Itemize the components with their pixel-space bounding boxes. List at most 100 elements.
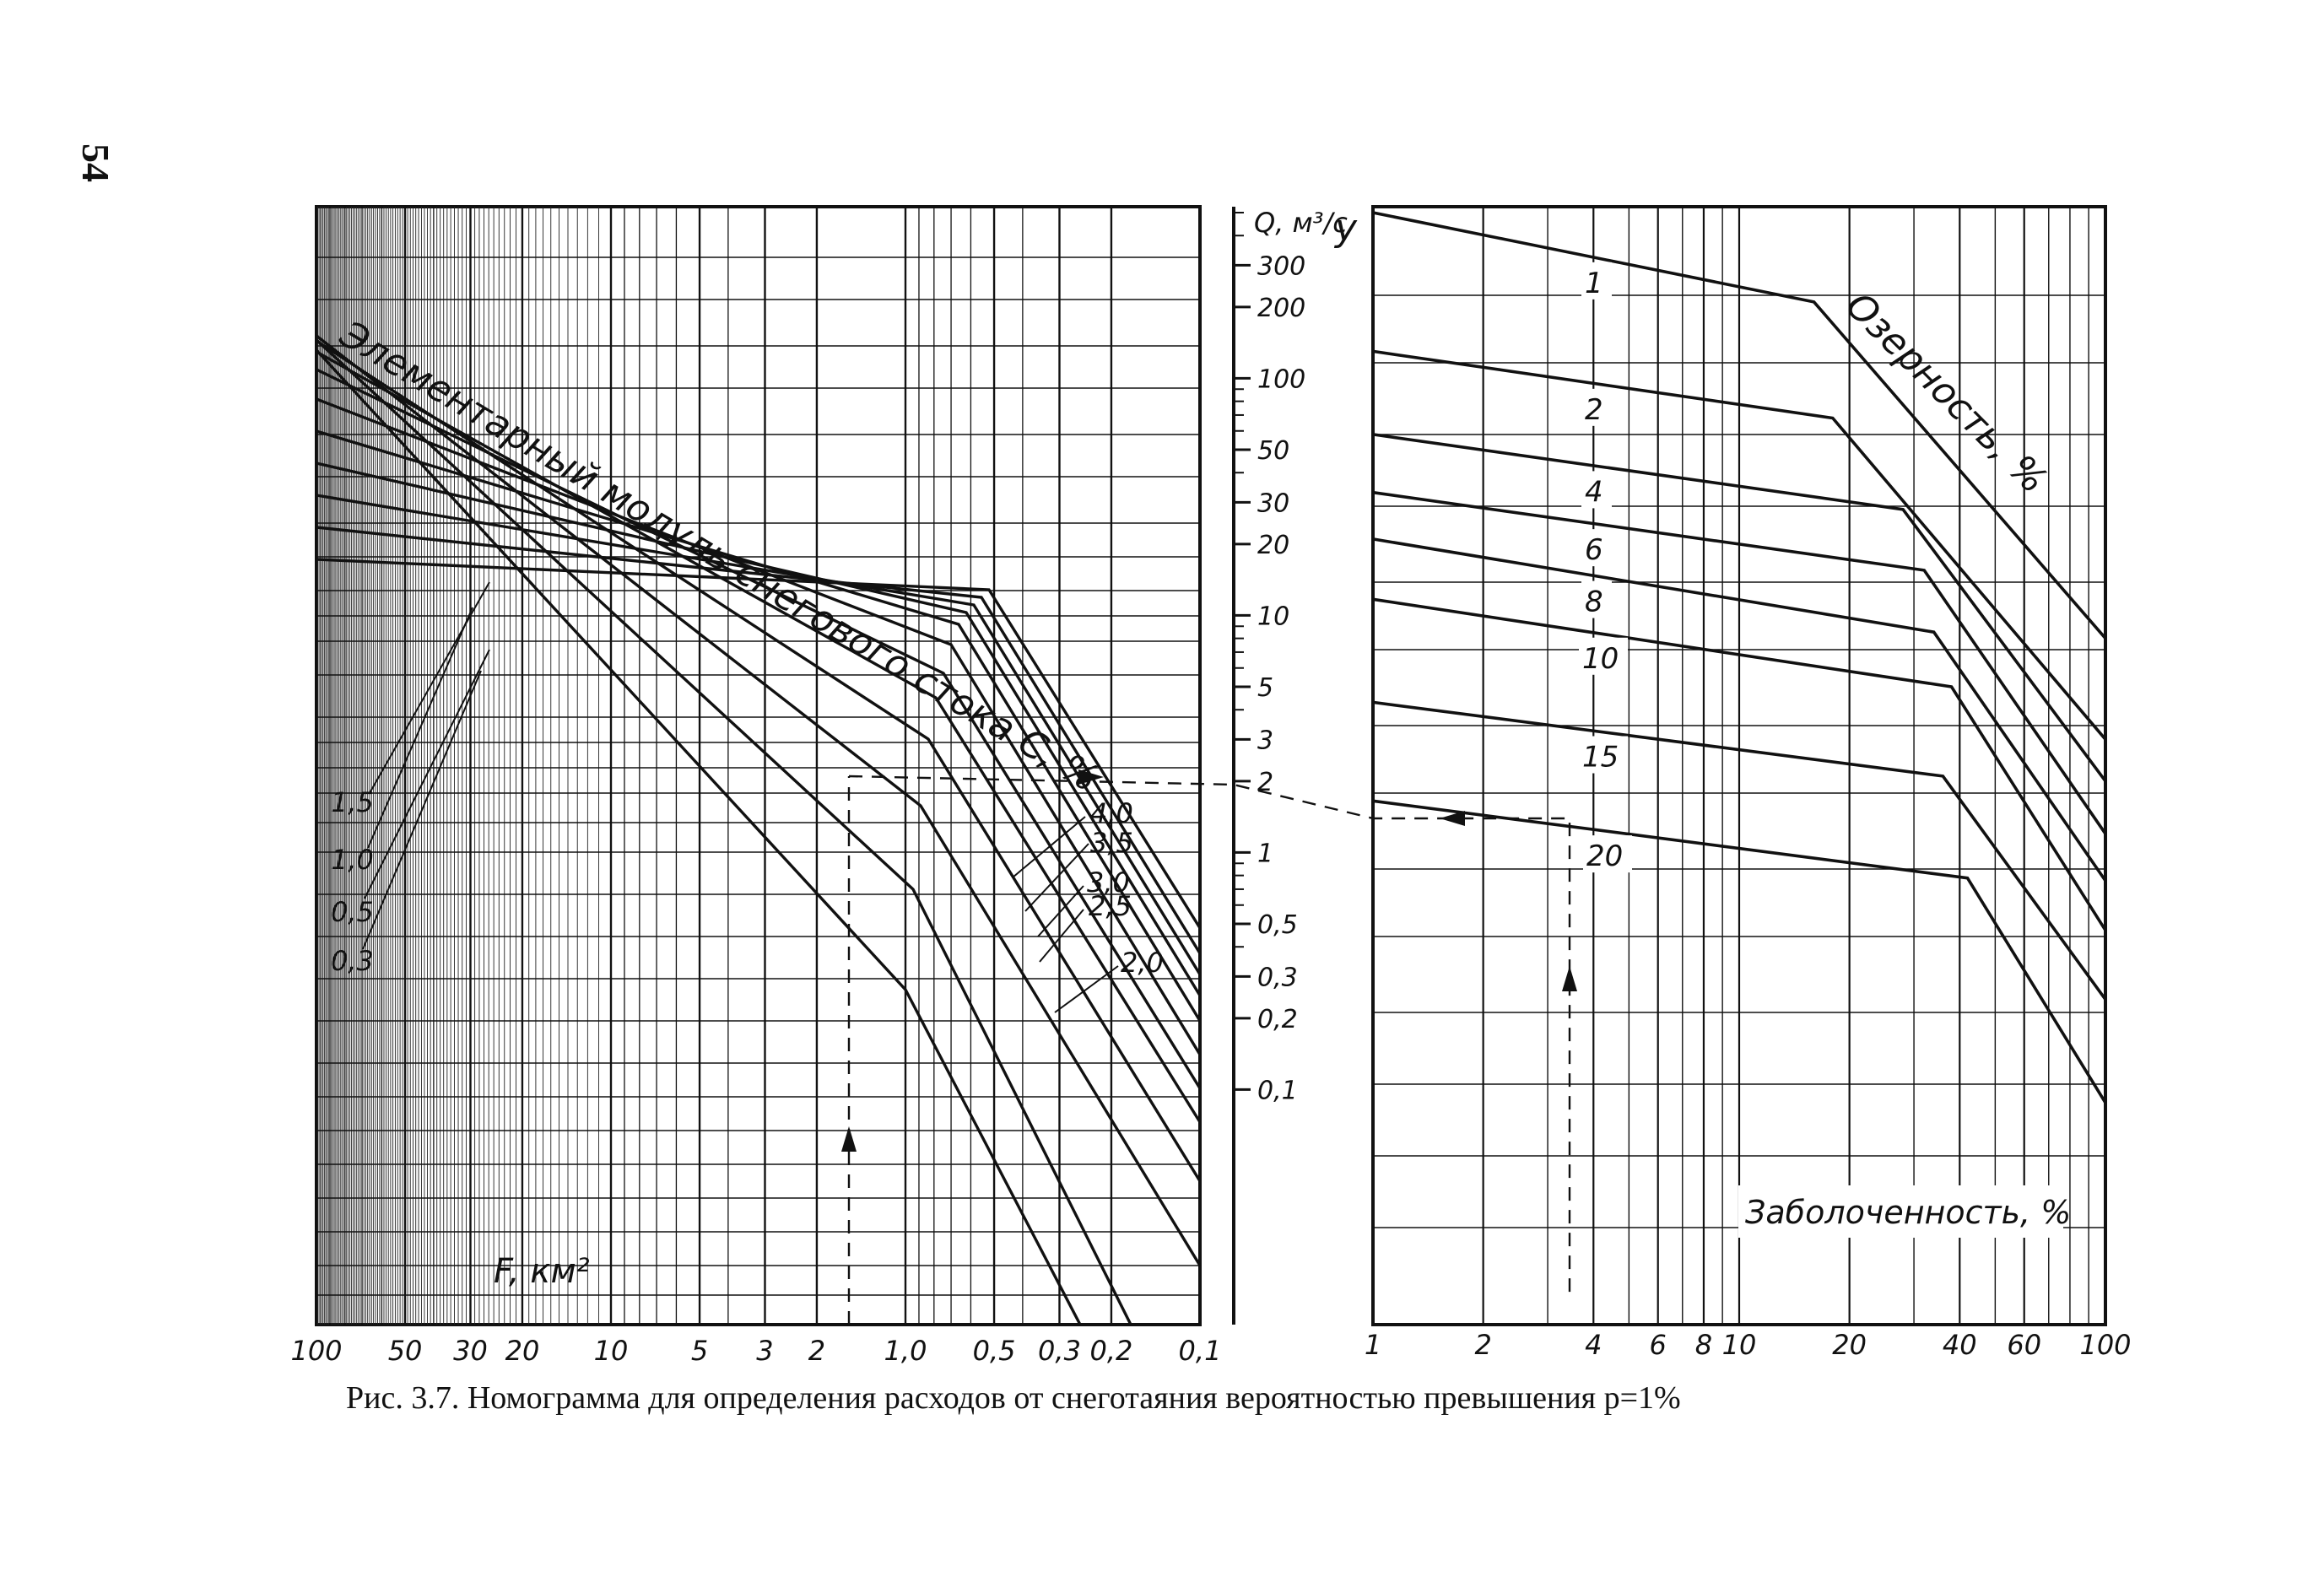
q-axis-tick-label: 300: [1257, 251, 1305, 281]
x-tick-label-swampiness: 20: [1832, 1329, 1867, 1361]
lake-curve: [1372, 799, 2107, 1104]
label-leader-line: [362, 670, 482, 950]
x-axis-label-swampiness: Заболоченность, %: [1745, 1194, 2071, 1231]
modulus-curve: [316, 462, 1202, 996]
x-tick-label-area: 0,3: [1038, 1335, 1081, 1367]
q-axis-tick-label: 3: [1257, 726, 1273, 755]
lake-series-label-background: [1581, 262, 1612, 300]
modulus-curve: [315, 338, 1132, 1325]
x-axis-label-area: F, км²: [494, 1252, 590, 1291]
label-leader-line: [364, 649, 490, 899]
modulus-series-label: 0,3: [331, 945, 374, 977]
q-axis-tick-label: 50: [1257, 436, 1289, 466]
example-dashed-path: [841, 769, 1577, 1325]
lake-series-label-background: [1583, 835, 1632, 873]
modulus-series-label: 2,5: [1089, 890, 1132, 922]
x-tick-label-area: 5: [691, 1335, 708, 1367]
modulus-curve: [316, 350, 1202, 1123]
lake-curve: [1372, 433, 2107, 782]
lake-series-label: 15: [1582, 741, 1619, 775]
x-tick-label-area: 20: [505, 1335, 540, 1367]
lake-series-label: 1: [1585, 267, 1603, 300]
discharge-axis: 300 200 100 50 30 20 10 5 3 2 1 0,5 0,3 0,2 0,1 Q, м³/с…: [1232, 207, 1358, 1325]
lake-series-label: 20: [1586, 839, 1623, 873]
lake-series-label: 8: [1585, 586, 1603, 619]
arrow-up-icon: [1562, 966, 1577, 991]
x-tick-label-swampiness: 6: [1650, 1329, 1667, 1361]
label-leader-line: [1054, 965, 1119, 1013]
lake-curve: [1372, 537, 2107, 882]
x-tick-label-swampiness: 40: [1943, 1329, 1977, 1361]
q-axis-tick-label: 20: [1257, 531, 1289, 560]
x-tick-label-area: 3: [756, 1335, 773, 1367]
lake-series-label-background: [1579, 736, 1628, 774]
lake-curve: [1372, 700, 2107, 1001]
x-tick-label-area: 2: [808, 1335, 825, 1367]
label-leader-line: [1024, 843, 1089, 912]
example-dashed-connector: [848, 775, 1571, 1299]
lake-curve: [1372, 597, 2107, 931]
x-tick-label-swampiness: 1: [1365, 1329, 1381, 1361]
lake-series-label: 2: [1585, 393, 1603, 427]
lake-series-label-background: [1581, 471, 1612, 509]
lake-series-label-background: [1581, 388, 1612, 426]
q-axis-tick-label: 0,3: [1257, 963, 1298, 992]
modulus-series-label: 3,0: [1087, 866, 1130, 899]
q-axis-title: Q, м³/с: [1254, 207, 1348, 239]
x-tick-label-area: 0,5: [973, 1335, 1016, 1367]
x-tick-label-area: 50: [388, 1335, 423, 1367]
q-axis-tick-label: 0,2: [1257, 1005, 1298, 1034]
x-tick-label-area: 30: [453, 1335, 488, 1367]
q-axis-tick-label: 0,5: [1257, 910, 1298, 940]
modulus-series-label: 1,0: [331, 844, 374, 876]
lake-curve: [1372, 490, 2107, 835]
modulus-series-label: 1,5: [331, 786, 374, 818]
label-leader-line: [1012, 816, 1086, 878]
modulus-series-label: 0,5: [331, 896, 374, 928]
q-axis-tick-label: 5: [1257, 673, 1273, 703]
q-axis-tick-label: 200: [1257, 294, 1305, 323]
figure-caption: Рис. 3.7. Номограмма для определения рас…: [346, 1380, 1681, 1416]
lake-series-label: 6: [1585, 533, 1603, 567]
lake-series-label: 10: [1582, 642, 1619, 676]
lake-series-label-background: [1581, 580, 1612, 618]
left-panel-area-chart: 100 50 30 20 10 5 3 2 1,0 0,5 0,3 0,2 0,1F, км²Элеме…: [290, 205, 1222, 1367]
modulus-curve: [316, 397, 1202, 1055]
q-axis-tick-label: 1: [1257, 839, 1273, 868]
label-leader-line: [1037, 885, 1084, 937]
x-tick-label-swampiness: 8: [1695, 1329, 1712, 1361]
lake-series-label-background: [1581, 529, 1612, 567]
arrow-left-icon: [1440, 811, 1465, 826]
x-tick-label-swampiness: 10: [1722, 1329, 1757, 1361]
lake-series-label: 4: [1585, 475, 1603, 509]
modulus-series-label: 4,0: [1090, 797, 1133, 829]
x-tick-label-area: 0,1: [1179, 1335, 1222, 1367]
x-tick-label-swampiness: 4: [1585, 1329, 1602, 1361]
q-axis-tick-label: 0,1: [1257, 1076, 1298, 1105]
q-axis-tick-label: 30: [1257, 489, 1289, 518]
x-tick-label-area: 0,2: [1089, 1335, 1132, 1367]
x-tick-label-swampiness: 60: [2007, 1329, 2041, 1361]
q-axis-tick-label: 10: [1257, 602, 1289, 631]
arrow-up-icon: [841, 1126, 857, 1152]
modulus-curve: [316, 526, 1202, 954]
modulus-curve: [315, 348, 1082, 1325]
label-leader-line: [367, 607, 473, 849]
q-axis-symbol: y: [1333, 207, 1358, 250]
modulus-curve: [316, 558, 1202, 929]
label-leader-line: [1039, 909, 1084, 963]
modulus-curve: [316, 429, 1202, 1022]
modulus-curve: [316, 368, 1202, 1089]
curve-family-label-lakes: Озерность, %: [1837, 284, 2055, 502]
x-tick-label-area: 1,0: [884, 1335, 927, 1367]
modulus-curve: [316, 494, 1202, 975]
q-axis-tick-label: 100: [1257, 364, 1305, 394]
arrow-right-icon: [1078, 769, 1104, 785]
x-tick-label-area: 100: [290, 1335, 342, 1367]
modulus-curve: [316, 339, 1202, 1182]
x-axis-label-background: [1738, 1185, 2063, 1238]
modulus-series-label: 2,0: [1121, 947, 1164, 979]
q-axis-tick-label: 2: [1257, 768, 1273, 797]
